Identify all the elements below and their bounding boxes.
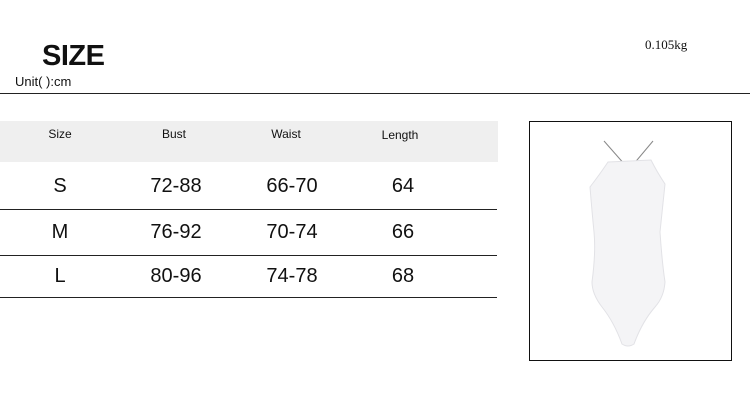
table-row: L 80-96 74-78 68	[0, 255, 497, 298]
bodysuit-icon	[589, 140, 666, 347]
column-header-length: Length	[381, 128, 419, 142]
column-header-waist: Waist	[271, 127, 301, 141]
divider	[0, 93, 750, 94]
cell-waist: 70-74	[266, 221, 318, 243]
cell-length: 68	[391, 265, 415, 287]
cell-length: 64	[391, 175, 415, 197]
table-row: M 76-92 70-74 66	[0, 209, 497, 256]
column-header-bust: Bust	[161, 127, 187, 141]
product-image	[529, 121, 732, 361]
cell-bust: 76-92	[150, 221, 202, 243]
cell-length: 66	[391, 221, 415, 243]
cell-waist: 66-70	[266, 175, 318, 197]
page-title: SIZE	[42, 40, 105, 72]
cell-size: M	[51, 221, 69, 243]
weight-label: 0.105kg	[645, 37, 688, 52]
cell-bust: 80-96	[150, 265, 202, 287]
table-row: S 72-88 66-70 64	[0, 163, 497, 210]
unit-label: Unit( ):cm	[15, 74, 72, 89]
cell-size: S	[53, 175, 67, 197]
column-header-size: Size	[48, 127, 72, 141]
cell-waist: 74-78	[266, 265, 318, 287]
cell-size: L	[54, 265, 66, 287]
table-header: Size Bust Waist Length	[0, 121, 498, 162]
cell-bust: 72-88	[150, 175, 202, 197]
